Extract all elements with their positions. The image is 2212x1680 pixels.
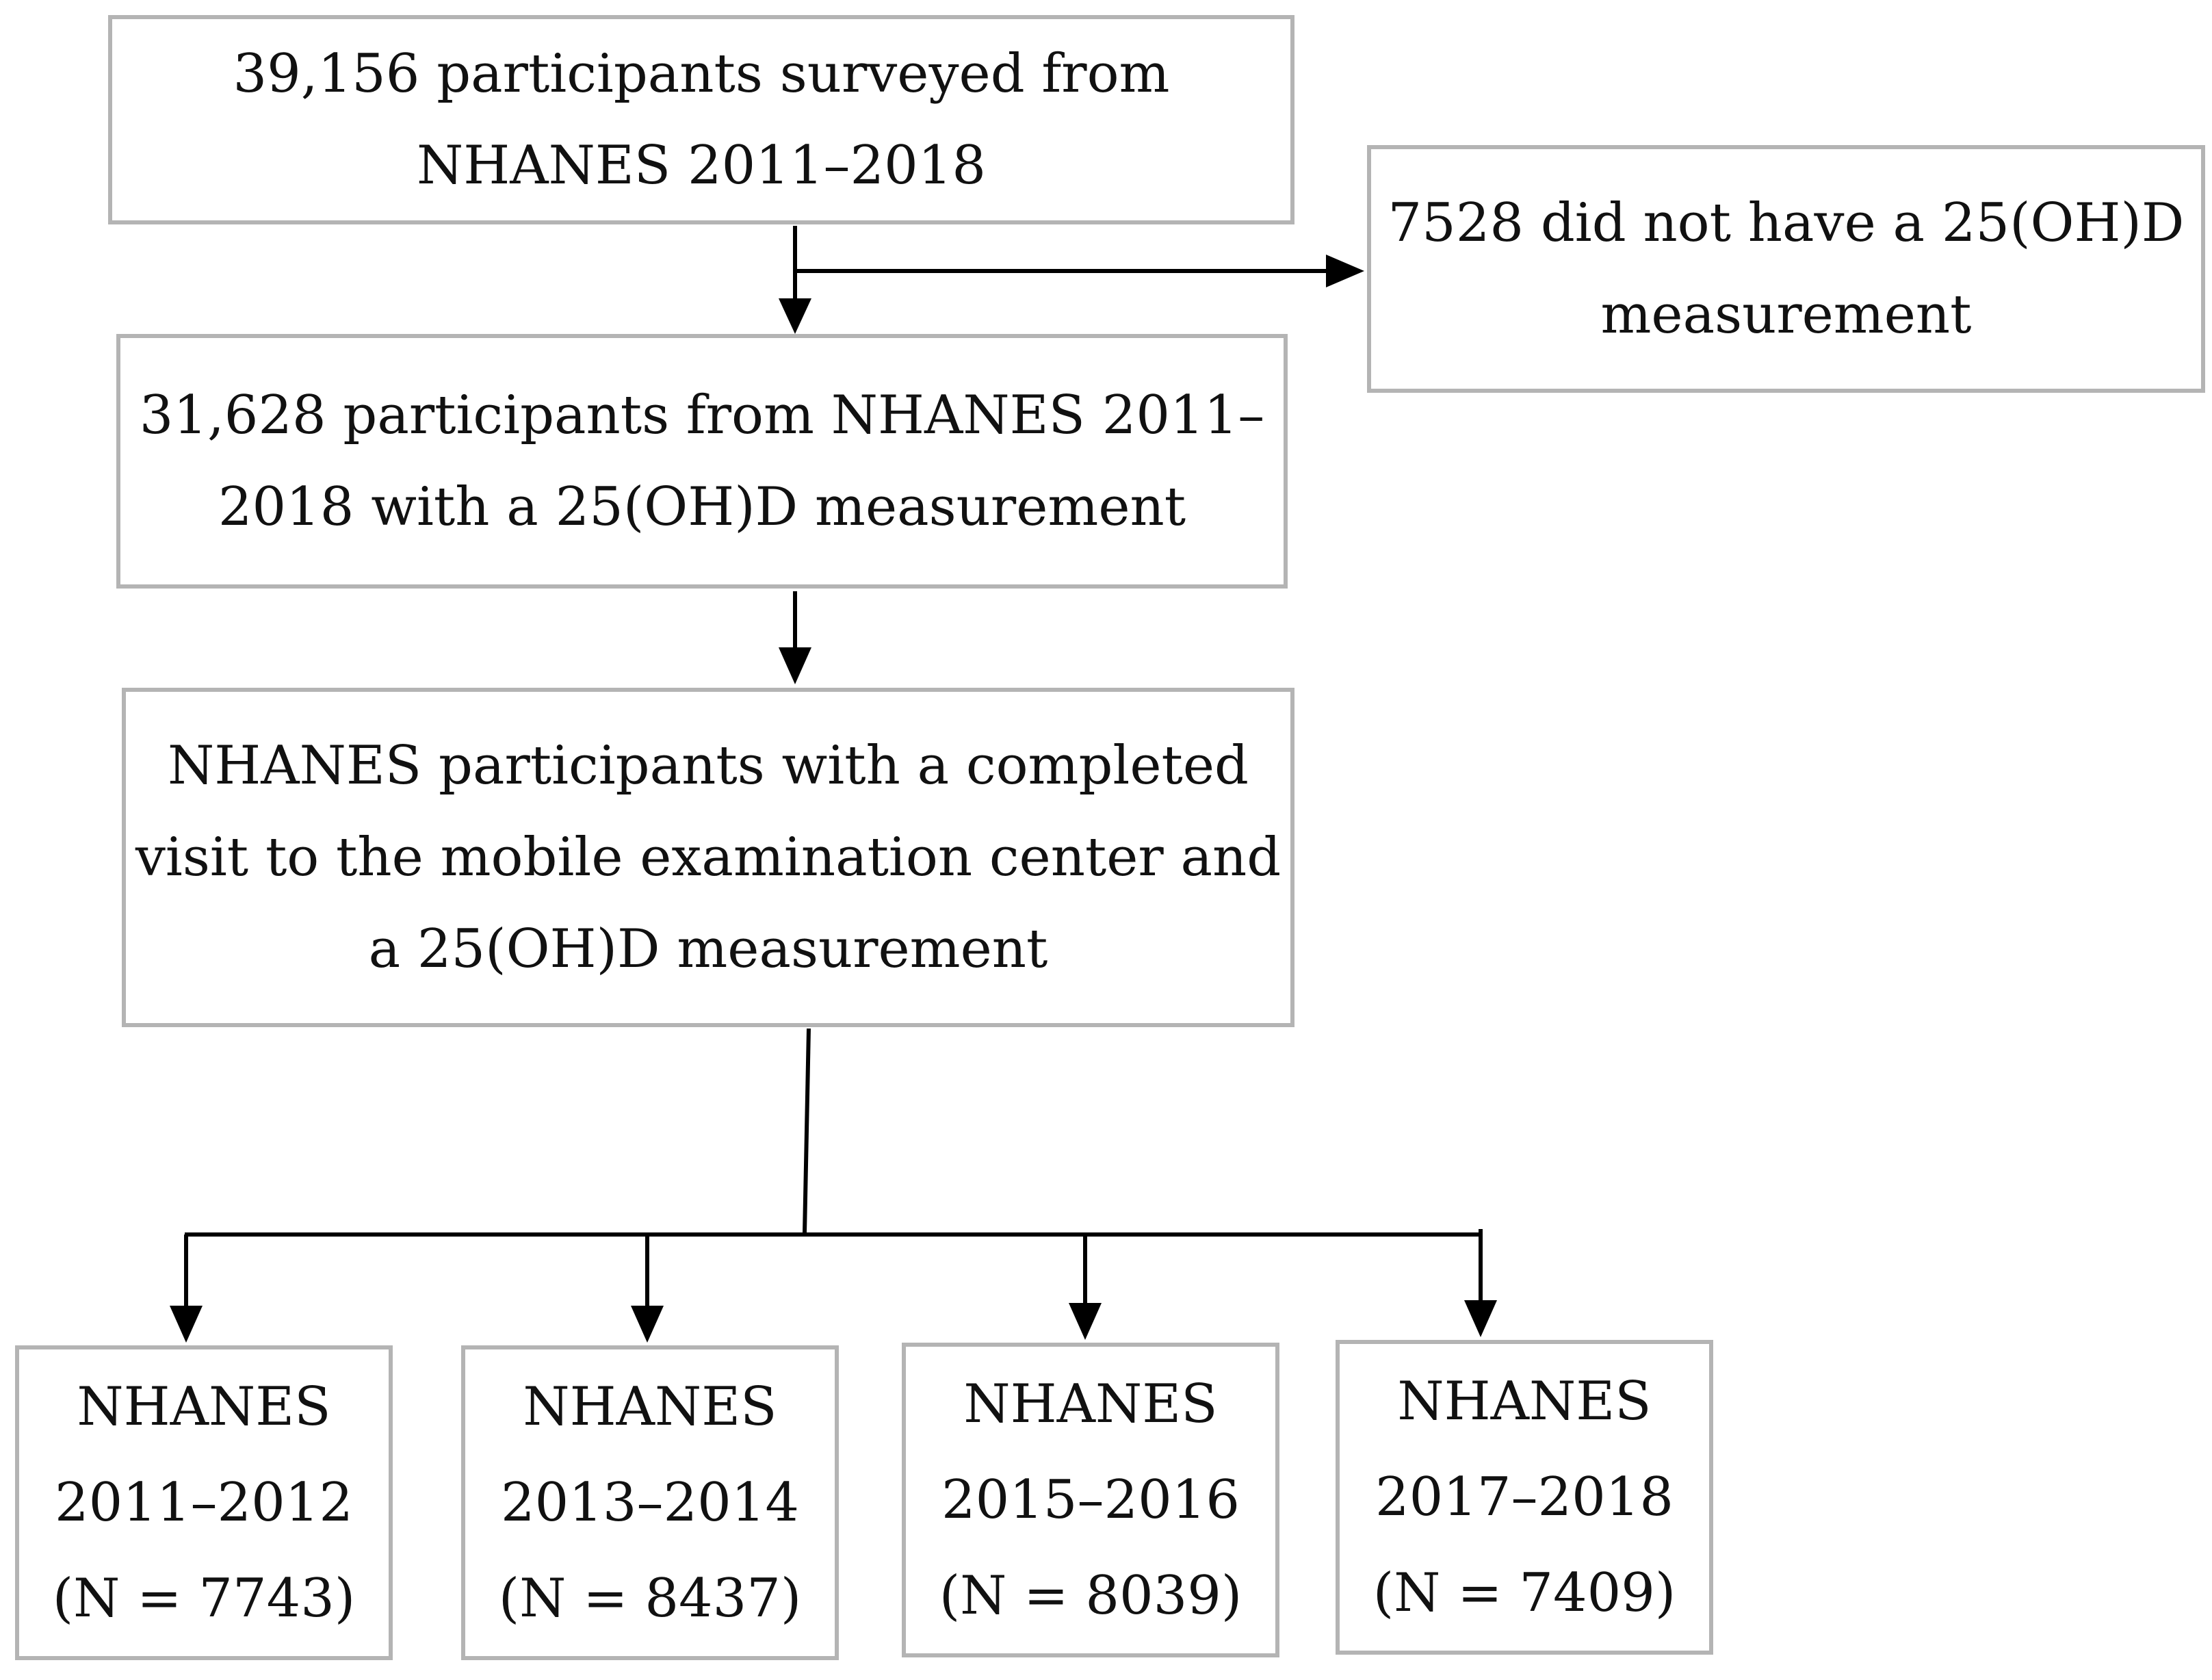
cycle-label: NHANES [77, 1376, 331, 1438]
box-excluded-line-2: measurement [1600, 284, 1972, 346]
box-completed-visit: NHANES participants with a completed vis… [122, 688, 1294, 1027]
box-cycle-2011-2012: NHANES 2011–2012 (N = 7743) [15, 1345, 393, 1660]
arrowhead-2013 [631, 1306, 664, 1343]
box-surveyed: 39,156 participants surveyed from NHANES… [108, 15, 1294, 224]
arrowhead-to-excluded [1326, 255, 1364, 287]
box-surveyed-line-2: NHANES 2011–2018 [416, 135, 987, 196]
box-excluded-line-1: 7528 did not have a 25(OH)D [1388, 192, 2185, 254]
arrowhead-measurement-to-completed [779, 647, 811, 684]
cycle-label: NHANES [963, 1373, 1218, 1435]
box-cycle-2015-2016: NHANES 2015–2016 (N = 8039) [902, 1343, 1279, 1657]
box-with-measurement-line-1: 31,628 participants from NHANES 2011– [139, 385, 1265, 446]
cycle-label: NHANES [1397, 1371, 1652, 1432]
cycle-label: NHANES [523, 1376, 777, 1438]
cycle-count: (N = 8437) [498, 1568, 802, 1629]
cycle-years: 2017–2018 [1375, 1466, 1674, 1528]
arrowhead-surveyed-to-measurement [779, 298, 811, 334]
box-completed-visit-line-2: visit to the mobile examination center a… [135, 827, 1281, 888]
box-cycle-2013-2014: NHANES 2013–2014 (N = 8437) [461, 1345, 839, 1660]
cycle-count: (N = 8039) [939, 1565, 1242, 1627]
cycle-years: 2011–2012 [54, 1472, 353, 1534]
cycle-count: (N = 7743) [52, 1568, 356, 1629]
connector-completed-to-split [803, 1028, 811, 1234]
box-completed-visit-line-1: NHANES participants with a completed [168, 735, 1249, 797]
box-with-measurement-line-2: 2018 with a 25(OH)D measurement [218, 476, 1186, 538]
box-cycle-2017-2018: NHANES 2017–2018 (N = 7409) [1336, 1340, 1713, 1655]
cycle-years: 2013–2014 [500, 1472, 799, 1534]
arrowhead-2015 [1069, 1303, 1102, 1340]
box-with-measurement: 31,628 participants from NHANES 2011– 20… [116, 334, 1288, 589]
box-completed-visit-line-3: a 25(OH)D measurement [368, 918, 1048, 980]
cycle-years: 2015–2016 [941, 1469, 1240, 1531]
box-excluded: 7528 did not have a 25(OH)D measurement [1367, 145, 2205, 393]
cycle-count: (N = 7409) [1372, 1562, 1676, 1624]
arrowhead-2017 [1464, 1300, 1497, 1337]
arrowhead-2011 [170, 1306, 203, 1343]
box-surveyed-line-1: 39,156 participants surveyed from [233, 43, 1170, 105]
